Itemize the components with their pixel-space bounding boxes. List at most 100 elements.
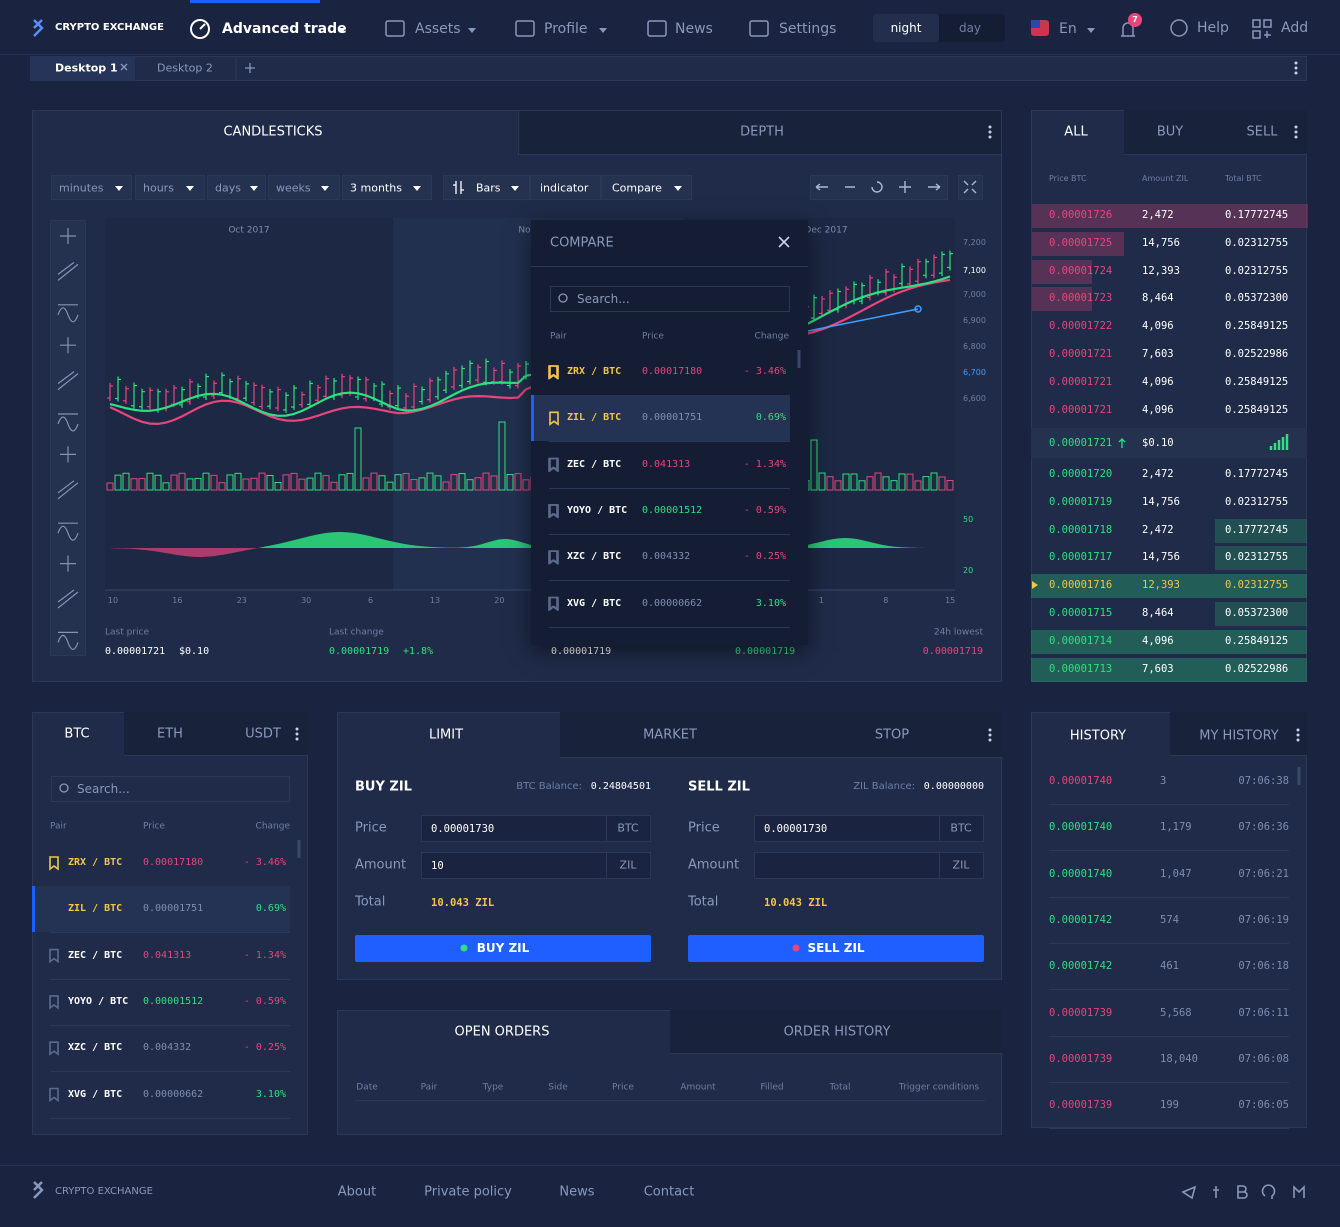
theme-option[interactable]: day [958, 21, 982, 35]
nav-item[interactable]: Settings [779, 21, 837, 37]
search-box[interactable] [550, 286, 790, 312]
help[interactable]: Help [1197, 20, 1229, 36]
pair-name[interactable]: XZC / BTC [567, 551, 622, 563]
history-tab[interactable]: HISTORY [1069, 728, 1127, 744]
depth-tab[interactable] [518, 110, 1002, 155]
chart-tool[interactable]: Compare [612, 181, 662, 195]
book-tab[interactable]: ALL [1064, 124, 1088, 140]
footer-link[interactable]: About [337, 1184, 377, 1200]
ask-cell: 0.25849125 [1225, 375, 1289, 388]
interval-button[interactable] [268, 175, 340, 200]
row-divider [549, 441, 790, 443]
theme-option[interactable]: night [890, 21, 922, 35]
tool-button[interactable] [530, 175, 601, 200]
row-divider [1049, 989, 1289, 991]
add[interactable]: Add [1281, 20, 1309, 36]
row-divider [50, 932, 290, 934]
desktop-tab[interactable]: Desktop 1 [55, 61, 118, 75]
nav-item[interactable]: News [675, 21, 713, 37]
day-label: 30 [301, 596, 312, 605]
trade-tab[interactable]: STOP [874, 727, 910, 743]
input-field[interactable] [754, 815, 984, 842]
input-field[interactable] [754, 852, 984, 879]
history-panel [1031, 712, 1307, 1128]
field-value[interactable]: 10 [431, 859, 444, 872]
button-label[interactable]: SELL ZIL [807, 941, 865, 955]
field-value[interactable]: 0.00001730 [431, 822, 495, 835]
history-price: 0.00001740 [1049, 821, 1113, 834]
pairs-tab[interactable]: BTC [64, 726, 90, 742]
language[interactable]: En [1059, 21, 1077, 37]
stat-label: 24h lowest [933, 627, 983, 638]
price-tick: 6,800 [963, 342, 986, 351]
field-label: Amount [355, 857, 407, 873]
book-tab[interactable]: BUY [1156, 124, 1184, 140]
pair-name[interactable]: ZRX / BTC [567, 366, 622, 377]
chart-tool[interactable]: indicator [540, 181, 589, 195]
row-divider [549, 533, 790, 535]
history-time: 07:06:38 [1238, 774, 1289, 787]
pair-name[interactable]: ZEC / BTC [567, 458, 622, 470]
pair-price: 0.00001751 [143, 903, 204, 915]
stat-label: Last price [105, 627, 150, 638]
footer-link[interactable]: Contact [643, 1184, 695, 1200]
interval[interactable]: weeks [276, 181, 311, 195]
bid-depth-bar [1031, 629, 1307, 654]
interval[interactable]: days [215, 181, 241, 195]
pair-name[interactable]: XVG / BTC [68, 1088, 123, 1100]
pair-name[interactable]: YOYO / BTC [567, 504, 628, 516]
search-box[interactable] [51, 776, 290, 802]
selected-marker [32, 886, 35, 933]
orders-tab[interactable]: OPEN ORDERS [454, 1024, 550, 1040]
desktop-tab-active[interactable] [30, 56, 135, 81]
footer-link[interactable]: Private policy [424, 1184, 512, 1200]
submit-button[interactable] [355, 935, 651, 962]
pair-change: - 3.46% [743, 366, 786, 377]
desktop-tab[interactable]: Desktop 2 [157, 61, 213, 75]
interval[interactable]: hours [143, 181, 174, 195]
nav-item[interactable]: Assets [415, 21, 461, 37]
input-field[interactable] [421, 815, 651, 842]
footer-link[interactable]: News [559, 1184, 595, 1200]
row-divider [50, 1071, 290, 1073]
ask-cell: 7,603 [1142, 347, 1174, 360]
pair-name[interactable]: ZEC / BTC [68, 949, 123, 961]
row-divider [549, 626, 790, 628]
day-label: 10 [107, 596, 119, 605]
orders-tab[interactable]: ORDER HISTORY [783, 1024, 891, 1040]
pairs-tab[interactable]: ETH [157, 726, 183, 742]
fullscreen-button[interactable] [958, 175, 983, 200]
volume-tick: 50 [963, 515, 974, 524]
chart-tab[interactable]: DEPTH [740, 124, 784, 140]
pair-name[interactable]: ZIL / BTC [68, 903, 123, 915]
pairs-tabs [124, 712, 308, 756]
interval[interactable]: minutes [59, 181, 104, 195]
nav-item[interactable]: Advanced trade [222, 21, 347, 37]
submit-button[interactable] [688, 935, 984, 962]
pair-name[interactable]: ZRX / BTC [68, 857, 123, 868]
button-label[interactable]: BUY ZIL [476, 941, 530, 955]
field-label: Price [355, 820, 387, 836]
field-value[interactable]: 0.00001730 [764, 822, 828, 835]
trade-tab[interactable]: MARKET [643, 727, 697, 743]
pairs-tab[interactable]: USDT [245, 726, 281, 742]
pair-name[interactable]: YOYO / BTC [68, 995, 129, 1007]
ask-depth-bar [1032, 287, 1092, 312]
ask-cell: 0.02522986 [1225, 347, 1289, 360]
nav-bar [0, 0, 1340, 55]
chart-tab[interactable]: CANDLESTICKS [223, 124, 323, 140]
chart-tool[interactable]: Bars [476, 181, 501, 195]
pair-change: 0.69% [755, 412, 786, 424]
pair-name[interactable]: XVG / BTC [567, 597, 622, 609]
bid-depth-bar [1215, 518, 1307, 543]
history-tab[interactable]: MY HISTORY [1199, 728, 1279, 744]
interval[interactable]: 3 months [350, 181, 402, 195]
trade-tab[interactable]: LIMIT [428, 727, 464, 743]
input-field[interactable] [421, 852, 651, 879]
pair-name[interactable]: ZIL / BTC [567, 412, 622, 424]
pair-name[interactable]: XZC / BTC [68, 1042, 123, 1054]
book-tab[interactable]: SELL [1246, 124, 1278, 140]
nav-item[interactable]: Profile [544, 21, 588, 37]
history-amount: 3 [1160, 774, 1167, 787]
nav-buttons[interactable] [810, 175, 948, 200]
